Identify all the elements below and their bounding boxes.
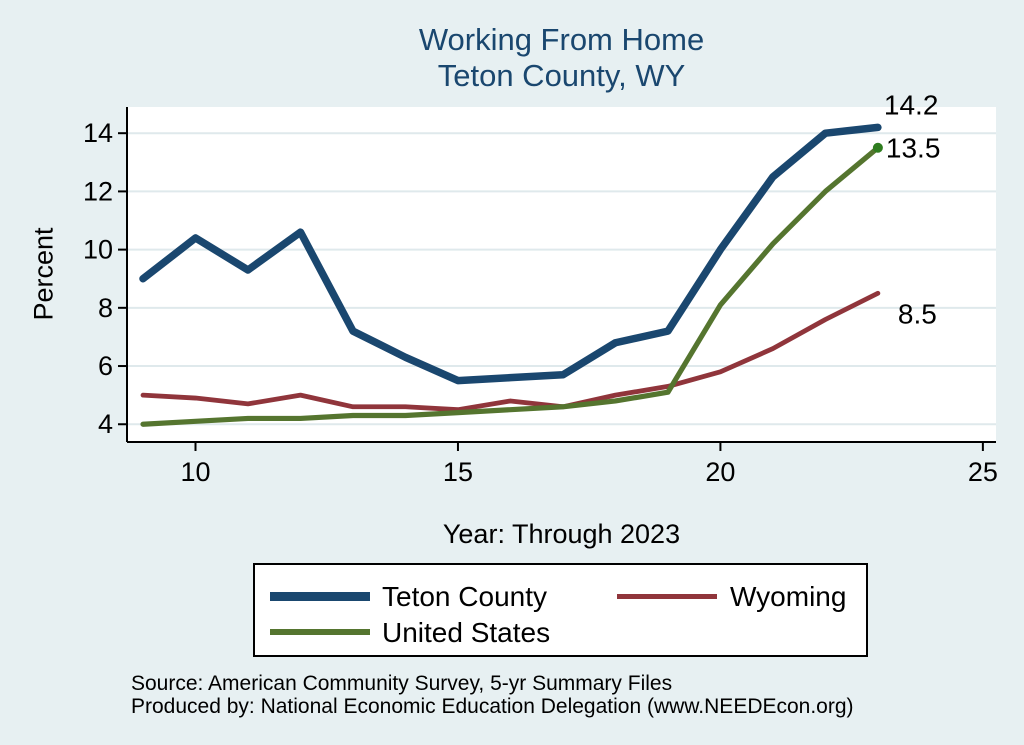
legend-swatch-united-states bbox=[270, 629, 370, 635]
series-end-label-teton-county: 14.2 bbox=[884, 89, 939, 120]
y-axis-title: Percent bbox=[28, 227, 59, 321]
x-axis-title: Year: Through 2023 bbox=[442, 519, 681, 549]
series-line-teton-county bbox=[139, 123, 882, 385]
legend: Teton County Wyoming United States bbox=[253, 563, 868, 657]
source-notes: Source: American Community Survey, 5-yr … bbox=[131, 672, 854, 718]
x-tick-label: 25 bbox=[968, 457, 998, 487]
chart-title-line1: Working From Home bbox=[418, 22, 705, 57]
produced-by-line: Produced by: National Economic Education… bbox=[131, 695, 854, 718]
chart-title-line2: Teton County, WY bbox=[437, 58, 686, 93]
legend-swatch-teton-county bbox=[270, 592, 370, 601]
x-tick-label: 20 bbox=[705, 457, 735, 487]
series-end-label-wyoming: 8.5 bbox=[898, 298, 937, 329]
y-tick-label: 4 bbox=[98, 409, 113, 439]
x-tick-label: 15 bbox=[443, 457, 473, 487]
series-end-marker-united-states bbox=[872, 142, 883, 153]
legend-swatch-wyoming bbox=[617, 594, 717, 599]
legend-label-united-states: United States bbox=[382, 617, 551, 648]
series-line-wyoming bbox=[140, 290, 881, 413]
y-tick-label: 6 bbox=[98, 351, 113, 381]
source-line: Source: American Community Survey, 5-yr … bbox=[131, 672, 673, 695]
legend-label-wyoming: Wyoming bbox=[730, 581, 847, 612]
y-tick-label: 8 bbox=[98, 293, 113, 323]
y-tick-label: 10 bbox=[83, 235, 113, 265]
y-tick-label: 14 bbox=[83, 118, 113, 148]
series-line-united-states bbox=[140, 145, 881, 427]
y-tick-label: 12 bbox=[83, 176, 113, 206]
x-tick-label: 10 bbox=[180, 457, 210, 487]
plot-background bbox=[127, 107, 996, 442]
series-end-label-united-states: 13.5 bbox=[886, 133, 941, 164]
chart-title: Working From Home Teton County, WY bbox=[127, 22, 996, 94]
legend-label-teton-county: Teton County bbox=[382, 581, 547, 612]
